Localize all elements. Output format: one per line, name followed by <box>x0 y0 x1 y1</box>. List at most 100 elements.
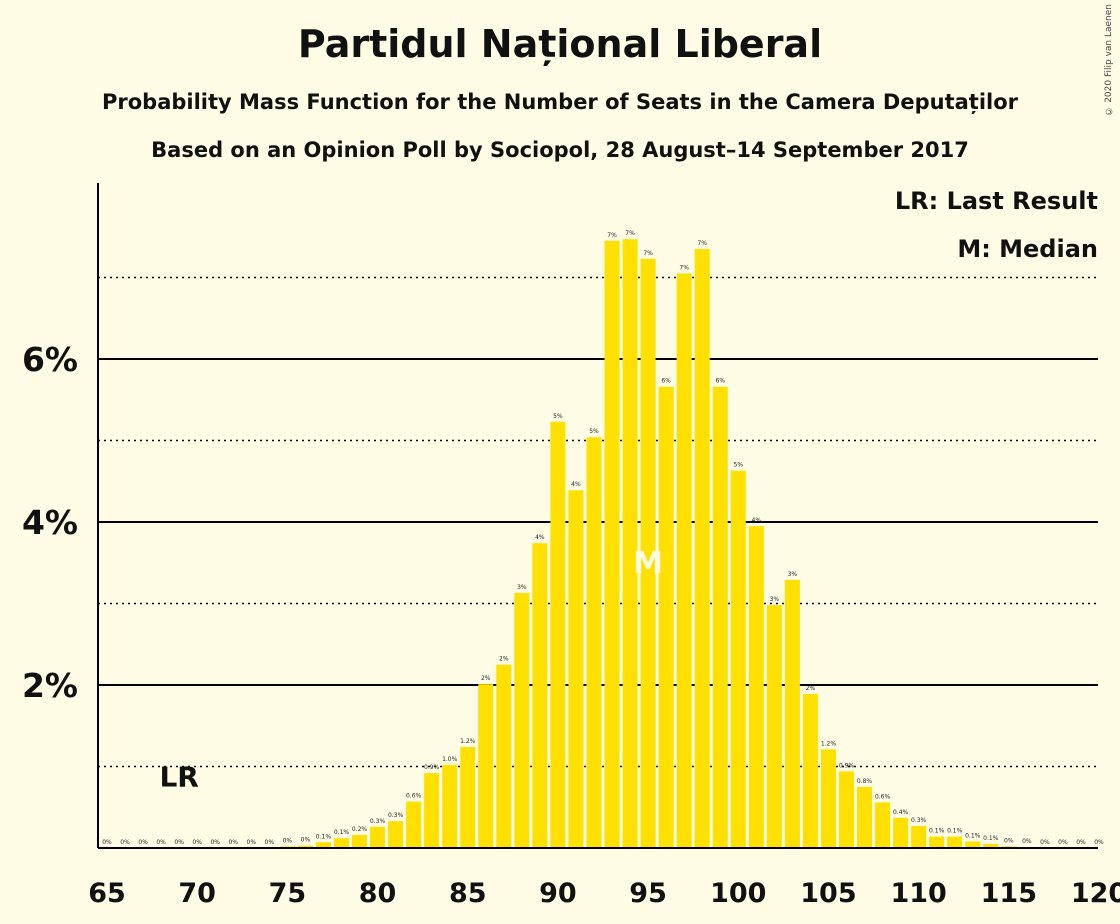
bar-seat-96 <box>658 386 674 848</box>
bar-seat-99 <box>712 386 728 848</box>
bar-label-seat-65: 0% <box>102 839 112 846</box>
x-tick-75: 75 <box>269 878 307 909</box>
bar-seat-102 <box>766 605 782 848</box>
bar-seat-100 <box>730 470 746 848</box>
bar-label-seat-90: 5% <box>553 413 563 420</box>
bars <box>279 239 1035 849</box>
bar-label-seat-106: 0.9% <box>839 762 855 769</box>
x-tick-90: 90 <box>539 878 577 909</box>
bar-label-seat-117: 0% <box>1040 839 1050 846</box>
bar-label-seat-77: 0.1% <box>316 833 332 840</box>
bar-label-seat-66: 0% <box>120 839 130 846</box>
bar-seat-101 <box>748 526 764 848</box>
x-tick-80: 80 <box>359 878 397 909</box>
y-tick-labels: 2% 4% 6% <box>22 340 78 705</box>
bar-seat-110 <box>911 825 927 848</box>
bar-seat-92 <box>586 437 602 848</box>
bar-seat-105 <box>820 749 836 848</box>
legend-median: M: Median <box>957 235 1098 263</box>
bar-seat-89 <box>532 543 548 848</box>
bar-label-seat-70: 0% <box>192 839 202 846</box>
bar-label-seat-83: 0.9% <box>424 764 440 771</box>
bar-seat-90 <box>550 421 566 848</box>
bar-label-seat-111: 0.1% <box>929 828 945 835</box>
bar-seat-107 <box>857 786 873 848</box>
bar-seat-82 <box>406 801 422 848</box>
bar-label-seat-91: 4% <box>571 481 581 488</box>
bar-seat-114 <box>983 843 999 848</box>
bar-seat-83 <box>424 773 440 848</box>
bar-label-seat-89: 4% <box>535 534 545 541</box>
bar-label-seat-118: 0% <box>1058 839 1068 846</box>
bar-seat-87 <box>496 664 512 848</box>
bar-seat-94 <box>622 239 638 848</box>
bar-label-seat-86: 2% <box>481 675 491 682</box>
bar-label-seat-116: 0% <box>1022 838 1032 845</box>
x-tick-70: 70 <box>178 878 216 909</box>
bar-data-labels: 0% 0% 0% 0% 0% 0% 0% 0% 0% 0% 0% 0% 0.1%0.1% 0.2%0.3%… <box>102 230 1104 846</box>
axes <box>97 183 1098 849</box>
bar-seat-109 <box>893 817 909 848</box>
bar-seat-104 <box>802 693 818 848</box>
bar-label-seat-78: 0.1% <box>334 829 350 836</box>
bar-seat-97 <box>676 273 692 848</box>
bar-label-seat-93: 7% <box>607 232 617 239</box>
median-marker: M <box>633 546 663 581</box>
bar-label-seat-102: 3% <box>770 596 780 603</box>
bar-label-seat-104: 2% <box>806 685 816 692</box>
x-tick-115: 115 <box>981 878 1037 909</box>
bar-label-seat-110: 0.3% <box>911 817 927 824</box>
x-tick-110: 110 <box>890 878 946 909</box>
bar-label-seat-67: 0% <box>138 839 148 846</box>
x-tick-65: 65 <box>88 878 126 909</box>
bar-label-seat-73: 0% <box>247 839 257 846</box>
bar-label-seat-87: 2% <box>499 656 509 663</box>
bar-label-seat-74: 0% <box>265 839 275 846</box>
x-tick-100: 100 <box>710 878 766 909</box>
bar-seat-88 <box>514 592 530 848</box>
x-tick-85: 85 <box>449 878 487 909</box>
chart-subtitle-source: Based on an Opinion Poll by Sociopol, 28… <box>151 138 969 162</box>
bar-label-seat-107: 0.8% <box>857 778 873 785</box>
bar-seat-113 <box>965 841 981 848</box>
bar-label-seat-76: 0% <box>301 837 311 844</box>
bar-label-seat-109: 0.4% <box>893 809 909 816</box>
last-result-marker: LR <box>159 761 198 794</box>
bar-seat-84 <box>442 764 458 848</box>
bar-label-seat-71: 0% <box>210 839 220 846</box>
bar-label-seat-68: 0% <box>156 839 166 846</box>
bar-seat-76 <box>297 845 313 848</box>
bar-label-seat-88: 3% <box>517 584 527 591</box>
bar-label-seat-99: 6% <box>715 378 725 385</box>
y-tick-label: 2% <box>22 666 78 705</box>
bar-seat-112 <box>947 836 963 848</box>
x-tick-105: 105 <box>800 878 856 909</box>
bar-label-seat-80: 0.3% <box>370 818 386 825</box>
bar-label-seat-84: 1.0% <box>442 756 458 763</box>
bar-label-seat-98: 7% <box>697 240 707 247</box>
bar-label-seat-112: 0.1% <box>947 828 963 835</box>
bar-label-seat-101: 4% <box>752 517 762 524</box>
chart-subtitle: Probability Mass Function for the Number… <box>101 90 1018 114</box>
x-tick-120: 120 <box>1071 878 1120 909</box>
bar-seat-85 <box>460 746 476 848</box>
bar-seat-108 <box>875 802 891 848</box>
legend-last-result: LR: Last Result <box>895 187 1098 215</box>
bar-label-seat-100: 5% <box>734 462 744 469</box>
bar-label-seat-113: 0.1% <box>965 832 981 839</box>
bar-label-seat-94: 7% <box>625 230 635 237</box>
bar-label-seat-103: 3% <box>788 571 798 578</box>
y-tick-label: 4% <box>22 503 78 542</box>
bar-label-seat-85: 1.2% <box>460 738 476 745</box>
bar-seat-80 <box>370 826 386 848</box>
bar-seat-93 <box>604 240 620 848</box>
bar-seat-106 <box>838 771 855 848</box>
x-tick-95: 95 <box>629 878 667 909</box>
bar-seat-103 <box>784 579 800 848</box>
y-tick-label: 6% <box>22 340 78 379</box>
bar-label-seat-120: 0% <box>1094 839 1104 846</box>
bar-label-seat-105: 1.2% <box>821 740 837 747</box>
bar-label-seat-119: 0% <box>1076 839 1086 846</box>
bar-seat-111 <box>929 836 945 848</box>
